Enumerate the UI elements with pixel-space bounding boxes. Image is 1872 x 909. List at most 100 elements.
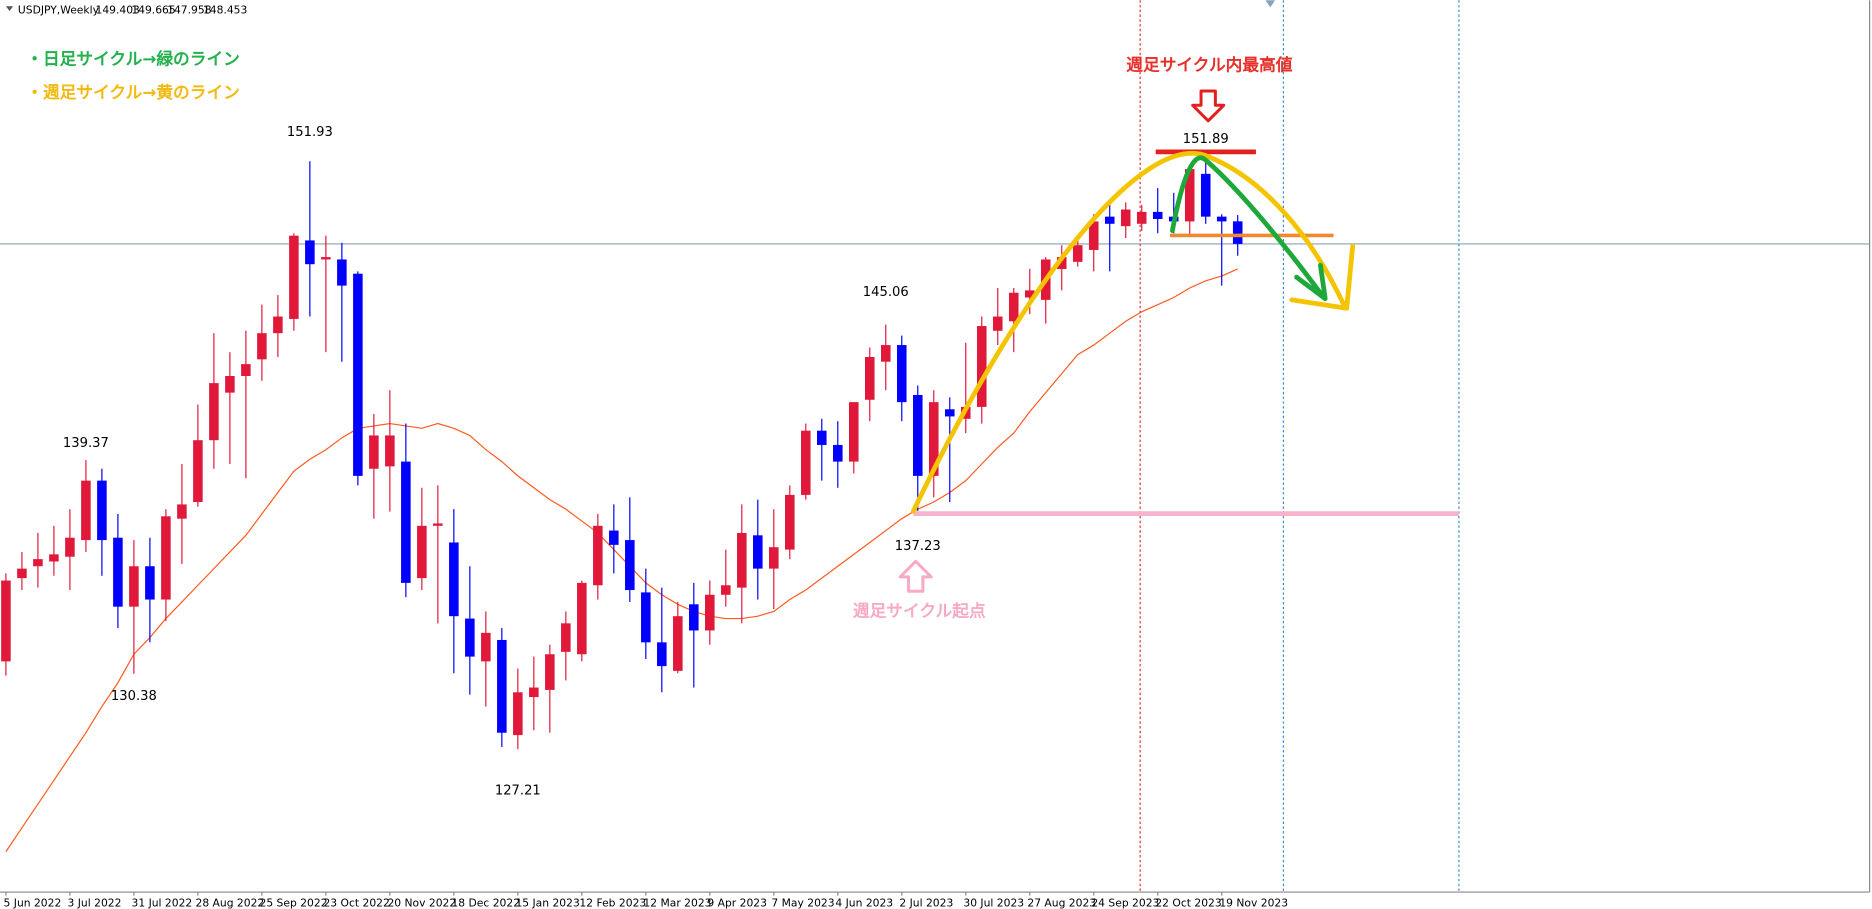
candle-body — [497, 639, 507, 733]
candle-body — [880, 345, 891, 362]
candle-body — [49, 554, 59, 562]
candle-body — [849, 402, 859, 462]
candle-body — [1072, 245, 1083, 262]
candle-body — [273, 316, 283, 334]
moving-average — [5, 268, 1238, 852]
x-tick-label: 3 Jul 2022 — [68, 896, 122, 909]
candle-body — [1104, 216, 1115, 224]
ohlc-open: 149.403 — [96, 3, 140, 16]
x-tick-label: 2 Jul 2023 — [899, 896, 953, 909]
x-tick-label: 18 Dec 2022 — [451, 896, 520, 909]
candle-body — [1, 580, 11, 662]
candle-body — [289, 235, 299, 319]
candle-body — [944, 409, 955, 417]
annotation: 週足サイクル内最高値 — [1126, 55, 1292, 75]
price-label: 151.89 — [1183, 132, 1229, 147]
candle-body — [449, 542, 459, 617]
price-label: 137.23 — [895, 539, 941, 554]
candle-body — [641, 592, 651, 643]
candle-body — [976, 326, 987, 407]
candle-body — [561, 623, 571, 652]
candle-body — [241, 364, 251, 376]
ohlc-close: 148.453 — [203, 3, 247, 16]
candle-body — [81, 480, 91, 541]
candle-body — [769, 547, 779, 569]
price-label: 145.06 — [863, 285, 909, 300]
candle-body — [865, 356, 875, 400]
symbol: USDJPY,Weekly — [18, 3, 100, 16]
candle-body — [257, 333, 267, 360]
x-tick-label: 24 Sep 2023 — [1091, 896, 1159, 909]
candle-body — [321, 257, 331, 260]
x-tick-label: 19 Nov 2023 — [1219, 896, 1288, 909]
x-tick-label: 30 Jul 2023 — [963, 896, 1024, 909]
down-arrow — [1191, 89, 1226, 123]
candle-body — [353, 273, 363, 476]
candle-body — [737, 532, 747, 588]
candle-body — [305, 240, 315, 265]
candle-body — [673, 616, 683, 671]
candle-body — [1088, 221, 1099, 250]
weekly-cycle-arc — [910, 150, 1347, 514]
candle-body — [1232, 221, 1243, 244]
candle-body — [1056, 257, 1067, 269]
candle-body — [593, 525, 603, 586]
ohlc-low: 147.958 — [167, 3, 212, 16]
candle-body — [625, 540, 635, 591]
menu-icon — [5, 6, 14, 11]
daily-arrowhead — [1294, 262, 1328, 302]
candle-body — [337, 259, 347, 286]
x-tick-label: 15 Jan 2023 — [515, 896, 579, 909]
candle-body — [17, 568, 27, 579]
candle-body — [577, 582, 587, 655]
x-tick-label: 31 Jul 2022 — [132, 896, 193, 909]
candle-body — [1152, 211, 1163, 220]
candle-body — [1008, 292, 1019, 322]
candle-body — [896, 345, 907, 403]
candle-body — [369, 435, 379, 469]
x-tick-label: 28 Aug 2022 — [195, 896, 264, 909]
price-label: 130.38 — [111, 689, 157, 704]
candle-body — [129, 566, 139, 607]
x-tick-label: 5 Jun 2022 — [4, 896, 62, 909]
candle-body — [705, 594, 715, 631]
candle-body — [609, 530, 619, 545]
candle-body — [1184, 169, 1195, 222]
candle-body — [193, 440, 203, 503]
candle-body — [417, 525, 427, 579]
candle-body — [97, 480, 107, 541]
candle-body — [465, 618, 475, 657]
price-label: 127.21 — [495, 783, 541, 798]
candle-body — [161, 516, 171, 600]
x-tick-label: 23 Oct 2022 — [323, 896, 389, 909]
candle-body — [1024, 290, 1035, 298]
annotation: 週足サイクル起点 — [853, 600, 986, 620]
candle-body — [912, 395, 923, 476]
candle-body — [481, 632, 491, 662]
candle-body — [225, 375, 235, 393]
x-tick-label: 22 Oct 2023 — [1155, 896, 1221, 909]
candle-body — [513, 692, 523, 736]
candle-body — [753, 535, 763, 569]
candle-body — [992, 316, 1003, 331]
candle-body — [657, 642, 667, 667]
candle-body — [209, 383, 219, 441]
x-tick-label: 12 Feb 2023 — [579, 896, 646, 909]
candle-body — [785, 494, 795, 550]
weekly-arrowhead — [1289, 243, 1356, 311]
candle-body — [113, 537, 123, 607]
x-tick-label: 4 Jun 2023 — [835, 896, 893, 909]
candle-body — [529, 687, 539, 698]
annotation: ・週足サイクル→黄のライン — [26, 82, 240, 102]
ohlc-high: 149.665 — [131, 3, 175, 16]
plot-area — [0, 161, 1870, 852]
candle-body — [721, 585, 731, 595]
candle-body — [1120, 209, 1131, 227]
candle-body — [833, 444, 843, 462]
x-tick-label: 27 Aug 2023 — [1027, 896, 1096, 909]
x-tick-label: 12 Mar 2023 — [643, 896, 711, 909]
candle-body — [801, 430, 811, 495]
up-arrow — [898, 559, 933, 593]
x-tick-label: 9 Apr 2023 — [707, 896, 767, 909]
